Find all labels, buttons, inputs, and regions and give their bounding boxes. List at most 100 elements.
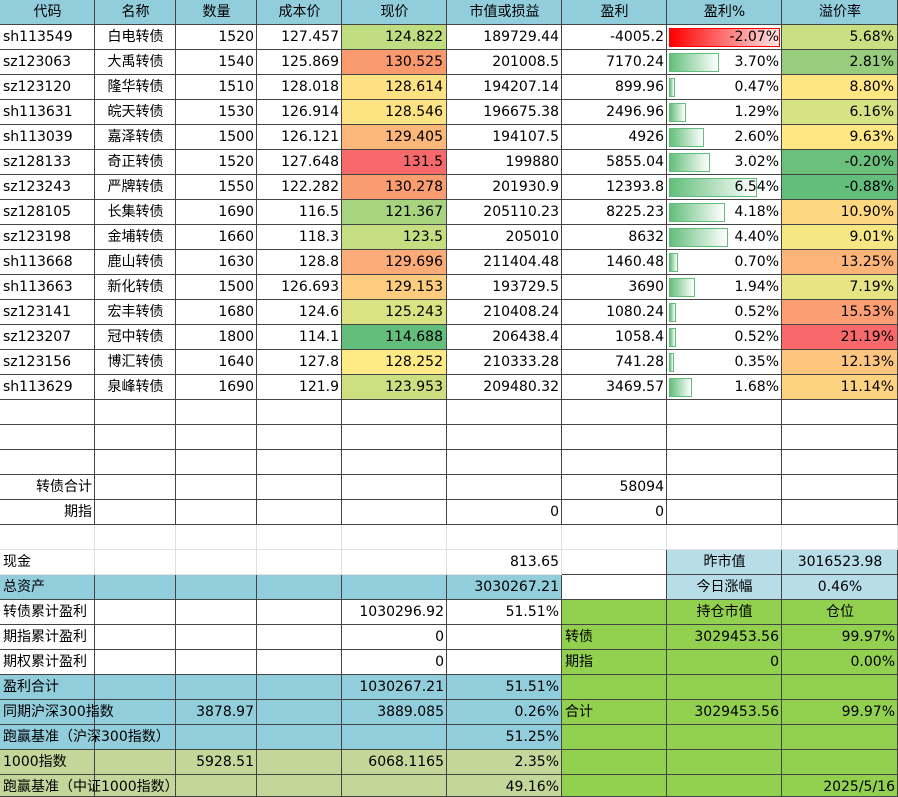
cell (782, 575, 898, 600)
cost-price: 127.457 (281, 29, 339, 45)
cb-profit-label: 转债累计盈利 (3, 604, 87, 620)
cell (0, 450, 95, 475)
bond-code: sh113629 (3, 379, 73, 395)
bond-code: sz123141 (3, 304, 72, 320)
cell (95, 400, 176, 425)
cell (667, 600, 782, 625)
cell (257, 200, 342, 225)
profit: 1058.4 (615, 329, 664, 345)
bond-code: sz123063 (3, 54, 72, 70)
cell (176, 725, 257, 750)
cell (176, 575, 257, 600)
cell (257, 175, 342, 200)
profit-bar (669, 28, 780, 47)
zz1000-pct: 2.35% (514, 754, 559, 770)
cell (0, 400, 95, 425)
cell (176, 0, 257, 25)
zz1000-label: 1000指数 (3, 754, 67, 770)
cb-ratio: 99.97% (841, 629, 895, 645)
cell (667, 675, 782, 700)
bond-name: 嘉泽转债 (107, 129, 164, 145)
cell (176, 750, 257, 775)
profit-pct: 0.70% (734, 254, 779, 270)
cell (176, 350, 257, 375)
cell (342, 425, 447, 450)
cell (447, 25, 562, 50)
profit-pct: 2.60% (734, 129, 779, 145)
cell (0, 225, 95, 250)
column-header: 代码 (33, 4, 62, 20)
cell (667, 475, 782, 500)
quantity: 1530 (218, 104, 254, 120)
cell (257, 350, 342, 375)
market-value: 194107.5 (492, 129, 559, 145)
cell (0, 175, 95, 200)
hs300-end: 3889.085 (377, 704, 444, 720)
cell (95, 700, 176, 725)
cost-price: 125.869 (281, 54, 339, 70)
zz1000-end: 6068.1165 (368, 754, 444, 770)
current-price: 129.696 (342, 250, 446, 274)
profit-pct: 1.94% (734, 279, 779, 295)
cell (0, 0, 95, 25)
bond-code: sz123156 (3, 354, 72, 370)
total-label: 合计 (565, 704, 593, 720)
cell (782, 550, 898, 575)
premium-rate: 9.63% (782, 125, 897, 149)
hs300-pct: 0.26% (514, 704, 559, 720)
column-header: 成本价 (278, 4, 321, 20)
cell (0, 750, 95, 775)
profit: 5855.04 (606, 154, 664, 170)
cell (257, 475, 342, 500)
bond-name: 隆华转债 (107, 79, 164, 95)
cell (257, 100, 342, 125)
cell (562, 425, 667, 450)
cell (667, 450, 782, 475)
cell (447, 525, 562, 550)
cell (447, 200, 562, 225)
cell (562, 675, 667, 700)
cell (667, 575, 782, 600)
cell (447, 425, 562, 450)
cell (257, 650, 342, 675)
bond-code: sz123198 (3, 229, 72, 245)
current-price: 129.405 (342, 125, 446, 149)
fut-profit-amount: 0 (435, 629, 444, 645)
cell (0, 475, 95, 500)
cell (447, 550, 562, 575)
cell (447, 275, 562, 300)
cell (95, 300, 176, 325)
profit-pct: 3.70% (734, 54, 779, 70)
bond-name: 大禹转债 (107, 54, 164, 70)
column-header: 盈利 (600, 4, 629, 20)
totals-label: 转债合计 (36, 479, 92, 495)
quantity: 1500 (218, 279, 254, 295)
head-value-label: 持仓市值 (696, 604, 753, 620)
prev-value-label: 昨市值 (703, 554, 746, 570)
market-value: 210333.28 (483, 354, 559, 370)
cell (0, 550, 95, 575)
cost-price: 126.121 (281, 129, 339, 145)
beat-hs300-pct: 51.25% (505, 729, 559, 745)
profit: 3690 (628, 279, 664, 295)
cell (447, 350, 562, 375)
opt-profit-label: 期权累计盈利 (3, 654, 87, 670)
market-value: 201008.5 (492, 54, 559, 70)
profit-pct: 0.47% (734, 79, 779, 95)
cell (667, 625, 782, 650)
market-value: 196675.38 (483, 104, 559, 120)
bond-name: 博汇转债 (107, 354, 164, 370)
cell (562, 500, 667, 525)
cb-label: 转债 (565, 629, 593, 645)
cell (95, 225, 176, 250)
cell (176, 450, 257, 475)
cell (447, 300, 562, 325)
cell (667, 725, 782, 750)
total-assets-label: 总资产 (3, 579, 45, 595)
current-price: 131.5 (342, 150, 446, 174)
cell (176, 275, 257, 300)
market-value: 205110.23 (483, 204, 559, 220)
cell (95, 250, 176, 275)
cell (95, 475, 176, 500)
current-price: 130.278 (342, 175, 446, 199)
